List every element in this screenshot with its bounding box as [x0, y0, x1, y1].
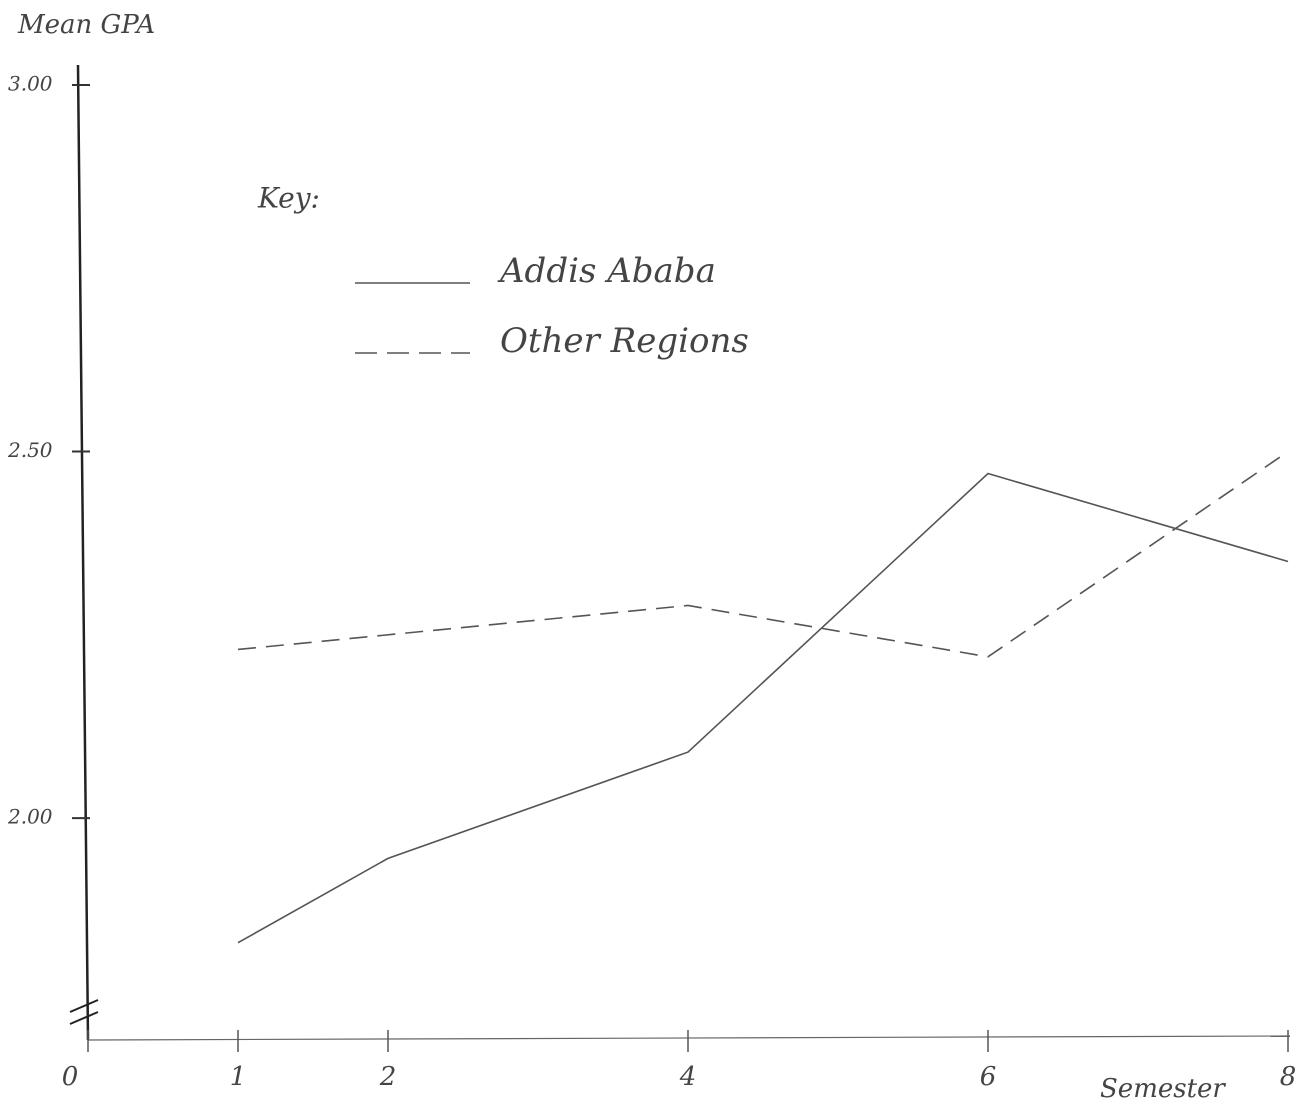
x-tick-label: 8 [1280, 1062, 1295, 1092]
x-tick-label: 0 [62, 1062, 79, 1092]
x-axis [87, 1035, 1291, 1041]
series-line [237, 472, 1289, 944]
y-axis-title: Mean GPA [17, 10, 155, 40]
y-tick-label: 2.00 [7, 805, 53, 829]
x-tick-label: 1 [230, 1062, 247, 1092]
legend-label: Addis Ababa [497, 251, 716, 291]
y-axis [76, 64, 90, 1041]
axis-break [69, 1011, 99, 1025]
legend-label: Other Regions [500, 321, 749, 361]
y-tick-label: 2.50 [7, 438, 53, 462]
y-tick-label: 3.00 [8, 72, 53, 96]
legend-title: Key: [257, 182, 320, 215]
x-axis-title: Semester [1100, 1074, 1226, 1104]
x-tick-label: 6 [980, 1062, 997, 1092]
x-tick-label: 4 [679, 1062, 697, 1092]
axis-break [69, 999, 99, 1013]
series-line [237, 450, 1289, 658]
x-tick-label: 2 [379, 1062, 397, 1092]
